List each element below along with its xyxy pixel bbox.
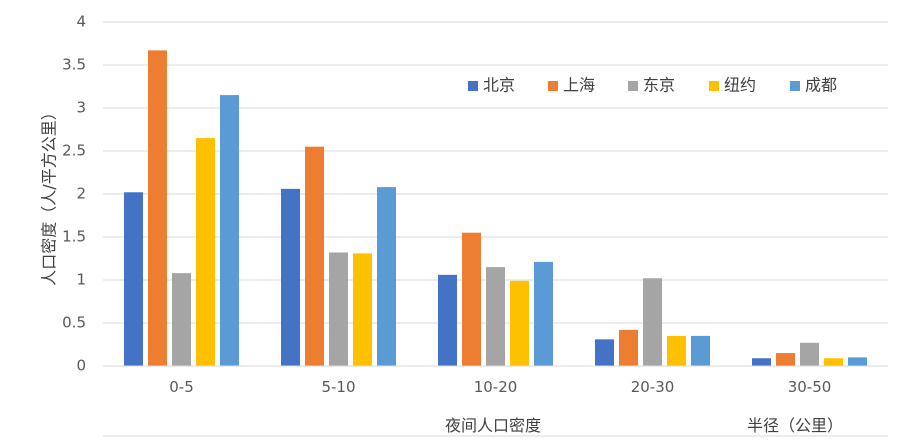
bar [534, 261, 553, 366]
legend-label: 成都 [805, 76, 837, 95]
bars [124, 50, 867, 366]
bar [124, 192, 143, 366]
bar [752, 358, 771, 366]
bar [667, 335, 686, 366]
y-tick-label: 3.5 [62, 56, 86, 74]
y-tick-labels: 0 0.5 1 1.5 2 2.5 3 3.5 4 [62, 13, 86, 375]
y-tick-label: 2.5 [62, 142, 86, 160]
axes [103, 365, 888, 437]
x-tick-label: 20-30 [631, 378, 675, 396]
bar [329, 252, 348, 366]
y-tick-label: 0.5 [62, 314, 86, 332]
x-tick-labels: 0-5 5-10 10-20 20-30 30-50 [169, 378, 831, 396]
legend-label: 上海 [563, 76, 595, 95]
bar [619, 329, 638, 366]
legend-label: 纽约 [724, 76, 756, 95]
bar [305, 146, 324, 366]
bar [776, 353, 795, 366]
bar [691, 335, 710, 366]
y-tick-label: 3 [76, 99, 86, 117]
legend-label: 北京 [483, 76, 515, 95]
bar [486, 267, 505, 366]
x-tick-label: 5-10 [321, 378, 355, 396]
bar [172, 273, 191, 366]
bar [353, 253, 372, 366]
bar [438, 274, 457, 366]
bar [643, 278, 662, 366]
legend-swatch [548, 81, 558, 91]
y-tick-label: 1 [76, 271, 86, 289]
bar [510, 280, 529, 366]
y-tick-label: 4 [76, 13, 86, 31]
legend-swatch [468, 81, 478, 91]
bottom-label: 夜间人口密度 [445, 416, 541, 435]
bar [848, 357, 867, 366]
bar [281, 188, 300, 366]
x-tick-label: 30-50 [788, 378, 832, 396]
bar [196, 138, 215, 366]
bar [824, 358, 843, 366]
y-tick-label: 0 [76, 357, 86, 375]
y-tick-label: 1.5 [62, 228, 86, 246]
y-axis-title: 人口密度（人/平方公里） [40, 104, 59, 285]
bar [800, 342, 819, 366]
x-axis-title: 半径（公里） [747, 416, 843, 435]
legend: 北京 上海 东京 纽约 成都 [468, 76, 837, 95]
bar [377, 187, 396, 366]
x-tick-label: 0-5 [169, 378, 194, 396]
bar [462, 232, 481, 366]
y-tick-label: 2 [76, 185, 86, 203]
legend-label: 东京 [643, 76, 675, 95]
bar [220, 95, 239, 366]
legend-swatch [628, 81, 638, 91]
legend-swatch [790, 81, 800, 91]
bar [595, 339, 614, 366]
legend-swatch [709, 81, 719, 91]
x-tick-label: 10-20 [474, 378, 518, 396]
bar [148, 50, 167, 366]
